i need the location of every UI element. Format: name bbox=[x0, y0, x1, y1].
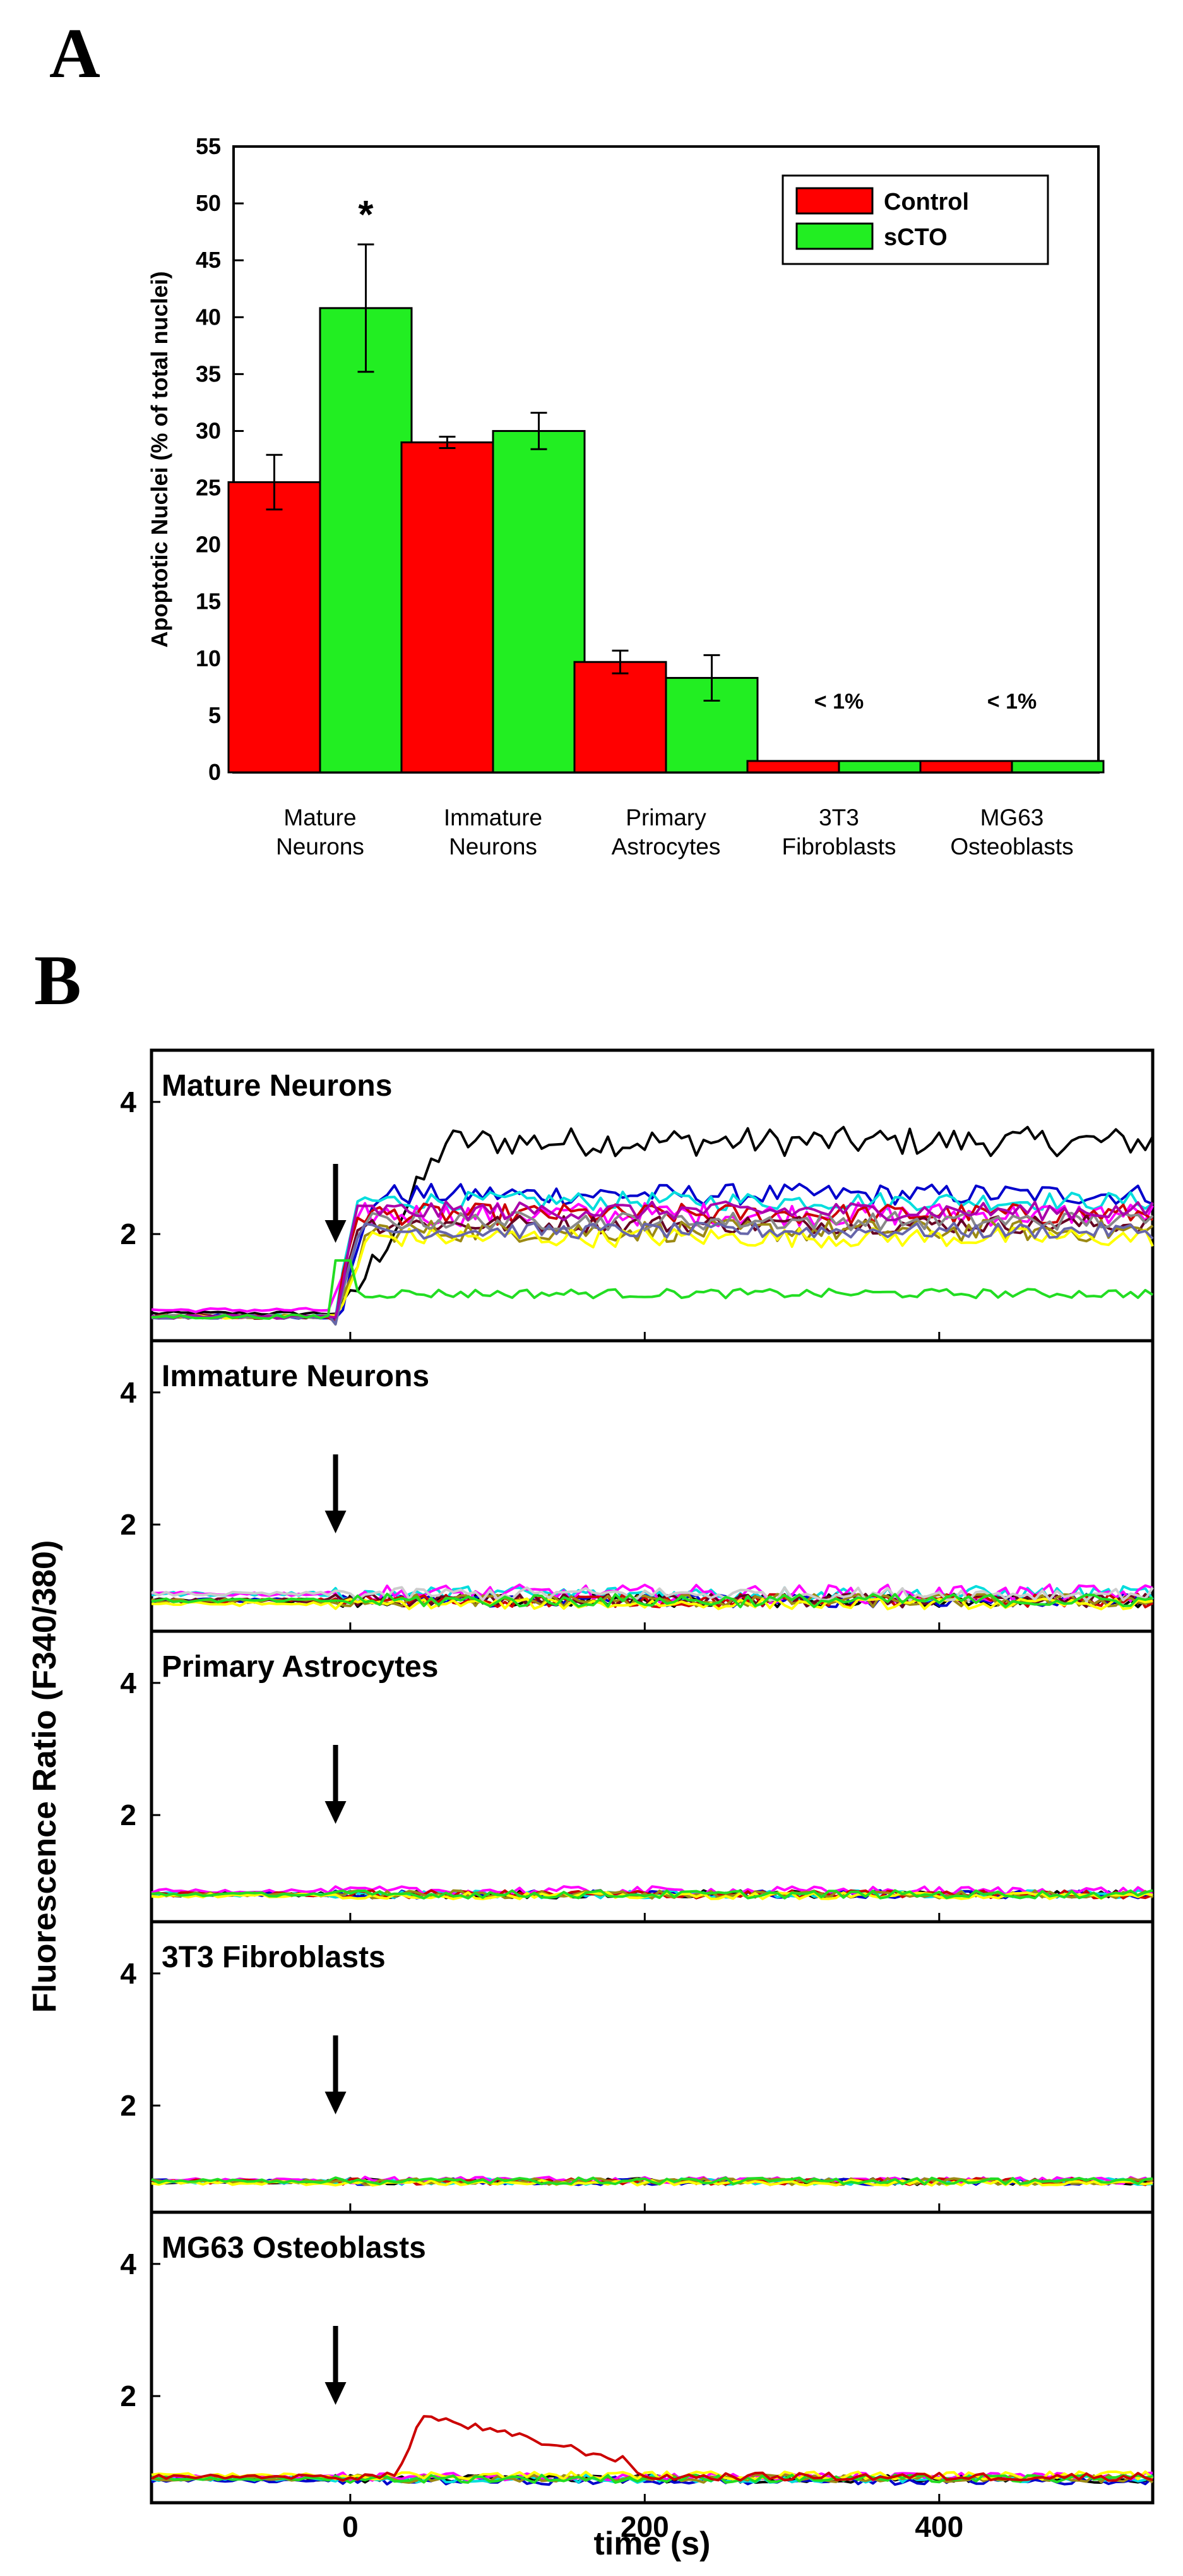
bar-control bbox=[400, 441, 494, 774]
significance-marker: * bbox=[358, 193, 374, 237]
trace-line bbox=[151, 2415, 1153, 2482]
trace-line bbox=[151, 2176, 1153, 2186]
panel-a-letter: A bbox=[49, 15, 100, 93]
panel-title: MG63 Osteoblasts bbox=[162, 2231, 426, 2265]
panel-title: 3T3 Fibroblasts bbox=[162, 1941, 386, 1974]
stimulus-arrowhead bbox=[324, 1220, 347, 1243]
y-tick-label: 4 bbox=[120, 1957, 136, 1990]
y-tick-label: 0 bbox=[208, 759, 221, 785]
trace-line bbox=[151, 1583, 1153, 1605]
below-threshold-annotation: < 1% bbox=[814, 690, 864, 714]
x-tick-label: 400 bbox=[915, 2510, 963, 2543]
y-tick-label: 5 bbox=[208, 702, 221, 728]
x-tick-label: 200 bbox=[621, 2510, 669, 2543]
trace-line bbox=[151, 1885, 1153, 1897]
bar-scto bbox=[492, 429, 586, 774]
y-tick-label: 2 bbox=[120, 1508, 136, 1541]
legend-label-control: Control bbox=[884, 189, 969, 215]
trace-panel-1: 240200400Immature Neurons bbox=[120, 1339, 1155, 1672]
legend-swatch-control bbox=[795, 187, 874, 215]
y-tick-label: 55 bbox=[196, 133, 221, 159]
bar-scto bbox=[319, 307, 413, 774]
x-axis-label: time (s) bbox=[594, 2525, 711, 2562]
y-tick-label: 4 bbox=[120, 1667, 136, 1699]
panel-frame bbox=[150, 1629, 1155, 1924]
stimulus-arrowhead bbox=[324, 2092, 347, 2114]
bar-control bbox=[919, 760, 1013, 774]
y-tick-label: 35 bbox=[196, 361, 221, 386]
y-tick-label: 40 bbox=[196, 304, 221, 330]
x-tick-label: 0 bbox=[342, 2510, 359, 2543]
stimulus-arrowhead bbox=[324, 2382, 347, 2405]
y-tick-label: 2 bbox=[120, 2089, 136, 2122]
bar-scto bbox=[838, 760, 932, 774]
y-tick-label: 10 bbox=[196, 645, 221, 671]
panel-title: Primary Astrocytes bbox=[162, 1650, 438, 1684]
bar-control bbox=[573, 661, 667, 774]
below-threshold-annotation: < 1% bbox=[987, 690, 1037, 714]
trace-panel-3: 2402004003T3 Fibroblasts bbox=[120, 1920, 1155, 2253]
category-label: Neurons bbox=[276, 834, 364, 860]
category-label: Primary bbox=[626, 805, 706, 830]
trace-line bbox=[151, 1597, 1153, 1610]
category-label: 3T3 bbox=[819, 805, 859, 830]
category-label: Mature bbox=[283, 805, 356, 830]
legend-swatch-scto bbox=[795, 222, 874, 250]
panel-frame bbox=[150, 1339, 1155, 1633]
y-tick-label: 2 bbox=[120, 1799, 136, 1831]
legend-label-scto: sCTO bbox=[884, 224, 948, 251]
panel-title: Mature Neurons bbox=[162, 1069, 392, 1103]
panel-a-bar-chart: 0 5 10 15 20 25 30 35 40 45 50 55 Apoptotic Nuclei (… bbox=[146, 133, 1105, 860]
y-tick-label: 4 bbox=[120, 1086, 136, 1118]
y-tick-label: 15 bbox=[196, 589, 221, 614]
panel-title: Immature Neurons bbox=[162, 1360, 429, 1393]
y-axis-label: Fluorescence Ratio (F340/380) bbox=[27, 1540, 63, 2013]
bar-control bbox=[227, 481, 321, 774]
y-tick-label: 30 bbox=[196, 417, 221, 443]
panel-frame bbox=[150, 1920, 1155, 2214]
trace-panel-2: 240200400Primary Astrocytes bbox=[120, 1629, 1155, 1962]
panel-b-line-charts: 240200400Mature Neurons240200400Immature… bbox=[27, 1048, 1155, 2562]
trace-line bbox=[151, 1593, 1153, 1609]
y-tick-label: 45 bbox=[196, 247, 221, 273]
category-label: Osteoblasts bbox=[950, 834, 1073, 860]
y-tick-label: 2 bbox=[120, 1218, 136, 1250]
bar-scto bbox=[1011, 760, 1105, 774]
y-tick-label: 4 bbox=[120, 2248, 136, 2280]
trace-line bbox=[151, 1889, 1153, 1900]
category-label: Fibroblasts bbox=[782, 834, 896, 860]
y-axis-label: Apoptotic Nuclei (% of total nuclei) bbox=[146, 272, 172, 648]
trace-line bbox=[151, 1201, 1154, 1314]
trace-line bbox=[151, 1125, 1154, 1317]
trace-line bbox=[151, 1259, 1154, 1320]
panel-frame bbox=[150, 2210, 1155, 2505]
category-label: MG63 bbox=[980, 805, 1044, 830]
category-label: Astrocytes bbox=[612, 834, 721, 860]
y-tick-label: 4 bbox=[120, 1376, 136, 1409]
category-label: Immature bbox=[444, 805, 542, 830]
y-tick-label: 25 bbox=[196, 475, 221, 501]
stimulus-arrowhead bbox=[324, 1801, 347, 1824]
category-label: Neurons bbox=[449, 834, 537, 860]
trace-panel-4: 2 4 0 200 400 MG63 Osteoblasts bbox=[120, 2210, 1155, 2543]
y-tick-label: 2 bbox=[120, 2380, 136, 2412]
y-tick-label: 20 bbox=[196, 532, 221, 558]
panel-b-letter: B bbox=[34, 942, 81, 1020]
bar-control bbox=[746, 760, 840, 774]
y-tick-label: 50 bbox=[196, 190, 221, 216]
stimulus-arrowhead bbox=[324, 1511, 347, 1533]
trace-panel-0: 240200400Mature Neurons bbox=[120, 1048, 1155, 1381]
trace-line bbox=[151, 1586, 1154, 1602]
